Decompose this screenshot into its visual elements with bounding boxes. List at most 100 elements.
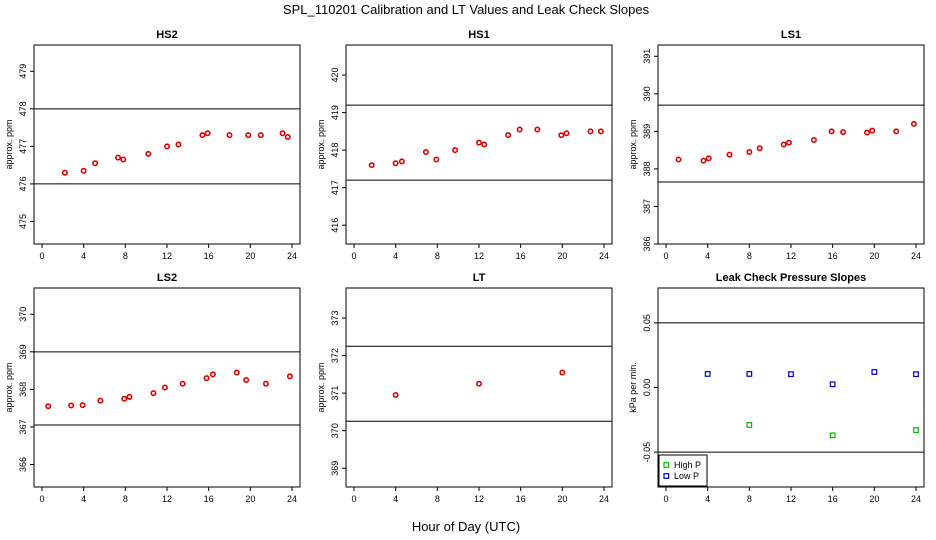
data-point — [840, 129, 847, 136]
y-tick-label: 386 — [642, 236, 652, 251]
data-point — [368, 162, 375, 169]
data-point — [869, 127, 876, 134]
x-tick-label: 24 — [599, 251, 609, 261]
data-point — [398, 158, 405, 165]
panel-4: LT approx. ppm 0 4 8 12 16 20 24 369 370 371 372 373 — [316, 272, 613, 504]
x-tick-label: 0 — [351, 251, 356, 261]
y-axis-label: approx. ppm — [628, 119, 638, 169]
y-tick-label: 370 — [330, 423, 340, 438]
x-tick-label: 8 — [435, 251, 440, 261]
data-point — [97, 397, 104, 404]
panel-title: Leak Check Pressure Slopes — [716, 272, 866, 284]
y-axis-label: kPa per min. — [628, 362, 638, 413]
y-tick-label: 0.00 — [642, 379, 652, 397]
x-tick-label: 12 — [474, 251, 484, 261]
x-tick-label: 8 — [123, 251, 128, 261]
data-point — [392, 392, 399, 399]
panel-title: LT — [473, 272, 486, 284]
data-point — [279, 130, 286, 137]
x-tick-label: 16 — [204, 251, 214, 261]
x-tick-label: 4 — [81, 494, 86, 504]
y-tick-label: 366 — [18, 457, 28, 472]
data-point — [871, 369, 878, 375]
data-point — [61, 169, 68, 176]
x-tick-label: 16 — [204, 494, 214, 504]
y-axis-label: approx. ppm — [4, 362, 14, 412]
x-tick-label: 20 — [557, 251, 567, 261]
data-point — [597, 128, 604, 135]
figure-title: SPL_110201 Calibration and LT Values and… — [283, 2, 650, 17]
panel-0: HS2 approx. ppm 0 4 8 12 16 20 24 475 476 477 478 479 — [4, 29, 301, 261]
data-point — [780, 141, 787, 148]
panel-5: Leak Check Pressure Slopes kPa per min. 0 4… — [628, 272, 925, 504]
x-tick-label: 0 — [663, 251, 668, 261]
y-tick-label: 477 — [18, 139, 28, 154]
y-tick-label: 416 — [330, 218, 340, 233]
x-tick-label: 20 — [869, 494, 879, 504]
x-tick-label: 0 — [39, 494, 44, 504]
data-point — [505, 132, 512, 139]
x-tick-label: 4 — [705, 494, 710, 504]
data-point — [893, 128, 900, 135]
data-point — [726, 151, 733, 158]
x-tick-label: 24 — [287, 494, 297, 504]
y-tick-label: 371 — [330, 386, 340, 401]
panel-1: HS1 approx. ppm 0 4 8 12 16 20 24 416 417 418 419 420 — [316, 29, 613, 261]
x-tick-label: 12 — [786, 494, 796, 504]
x-tick-label: 4 — [705, 251, 710, 261]
y-axis-label: approx. ppm — [4, 119, 14, 169]
y-tick-label: 369 — [18, 344, 28, 359]
panel-title: LS1 — [781, 29, 801, 41]
data-point — [452, 147, 459, 154]
x-tick-label: 8 — [435, 494, 440, 504]
y-tick-label: 475 — [18, 214, 28, 229]
x-tick-label: 24 — [911, 251, 921, 261]
y-tick-label: 367 — [18, 419, 28, 434]
x-tick-label: 24 — [287, 251, 297, 261]
panels: HS2 approx. ppm 0 4 8 12 16 20 24 475 476 477 478 479… — [4, 29, 925, 504]
data-point — [910, 120, 917, 127]
data-point — [243, 376, 250, 383]
data-point — [45, 403, 52, 410]
data-point — [164, 143, 171, 150]
data-point — [756, 145, 763, 152]
data-point — [788, 371, 794, 378]
y-tick-label: 391 — [642, 49, 652, 64]
x-tick-label: 20 — [245, 494, 255, 504]
x-tick-label: 8 — [747, 251, 752, 261]
data-point — [785, 139, 792, 146]
data-point — [913, 371, 919, 378]
y-tick-label: -0.05 — [642, 442, 652, 463]
data-point — [700, 157, 707, 164]
data-point — [828, 128, 835, 135]
data-point — [233, 369, 240, 376]
data-point — [262, 380, 269, 387]
y-tick-label: 417 — [330, 180, 340, 195]
data-point — [245, 132, 252, 139]
data-point — [829, 381, 836, 388]
data-point — [284, 133, 291, 140]
data-point — [829, 432, 836, 439]
data-point — [422, 149, 429, 156]
y-tick-label: 370 — [18, 307, 28, 322]
data-point — [286, 373, 293, 380]
data-point — [705, 155, 712, 162]
data-point — [563, 130, 570, 137]
panel-title: LS2 — [157, 272, 177, 284]
y-tick-label: 0.05 — [642, 314, 652, 332]
data-point — [516, 126, 523, 133]
data-point — [145, 150, 152, 157]
y-tick-label: 388 — [642, 161, 652, 176]
x-tick-label: 16 — [516, 251, 526, 261]
y-tick-label: 420 — [330, 68, 340, 83]
x-tick-label: 16 — [516, 494, 526, 504]
y-axis-label: approx. ppm — [316, 362, 326, 412]
data-point — [587, 128, 594, 135]
data-point — [209, 371, 216, 378]
y-tick-label: 419 — [330, 105, 340, 120]
y-axis-label: approx. ppm — [316, 119, 326, 169]
legend-swatch — [663, 462, 670, 468]
y-tick-label: 372 — [330, 348, 340, 363]
data-point — [475, 380, 482, 387]
